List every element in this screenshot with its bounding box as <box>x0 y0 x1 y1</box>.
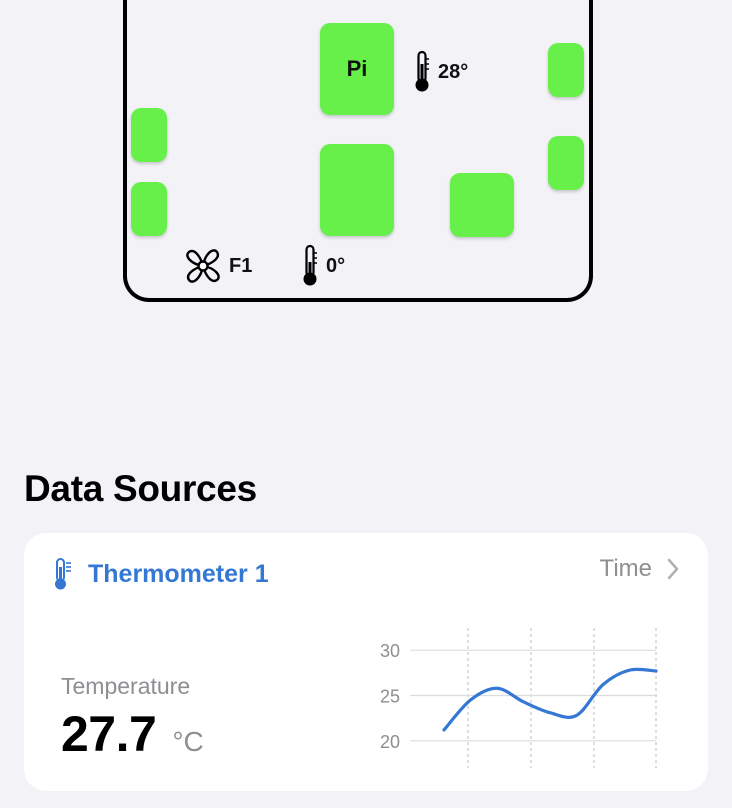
block-left-lower[interactable] <box>131 182 167 236</box>
block-center-small[interactable] <box>450 173 514 237</box>
floor-temperature-value: 0° <box>326 254 346 277</box>
fan-label: F1 <box>229 254 253 277</box>
floor-temperature-reading: 0° <box>298 244 345 288</box>
metric-label: Temperature <box>61 673 191 699</box>
block-right-lower[interactable] <box>548 136 584 190</box>
temperature-series-line <box>442 667 658 732</box>
block-left-upper[interactable] <box>131 108 167 162</box>
y-tick-label: 30 <box>380 641 400 661</box>
temperature-chart: 20 25 30 <box>380 628 658 768</box>
thermometer-icon <box>303 244 317 286</box>
block-right-upper[interactable] <box>548 43 584 97</box>
section-title: Data Sources <box>24 468 257 509</box>
y-tick-label: 20 <box>380 732 400 752</box>
card-title[interactable]: Thermometer 1 <box>88 559 269 588</box>
temperature-value: 27.7 <box>61 706 157 762</box>
card-header: Thermometer 1 <box>52 557 269 591</box>
time-label: Time <box>599 555 652 582</box>
y-tick-label: 25 <box>380 687 400 707</box>
temperature-unit: °C <box>172 726 204 757</box>
pi-block[interactable]: Pi <box>320 23 394 115</box>
fan-reading: F1 <box>181 244 252 288</box>
block-center-large[interactable] <box>320 144 394 236</box>
time-button[interactable]: Time <box>600 555 680 583</box>
chevron-right-icon <box>667 558 679 580</box>
thermometer-icon <box>55 558 71 590</box>
data-source-card[interactable]: Thermometer 1 Time Temperature 27.7 °C 2… <box>24 533 708 791</box>
fan-icon <box>186 249 220 283</box>
pi-temperature-reading: 28° <box>410 50 468 94</box>
pi-temperature-value: 28° <box>438 60 469 83</box>
thermometer-icon <box>415 50 429 92</box>
metric-value: 27.7 °C <box>61 705 204 763</box>
floor-plan: Pi 28° F1 <box>123 0 593 302</box>
